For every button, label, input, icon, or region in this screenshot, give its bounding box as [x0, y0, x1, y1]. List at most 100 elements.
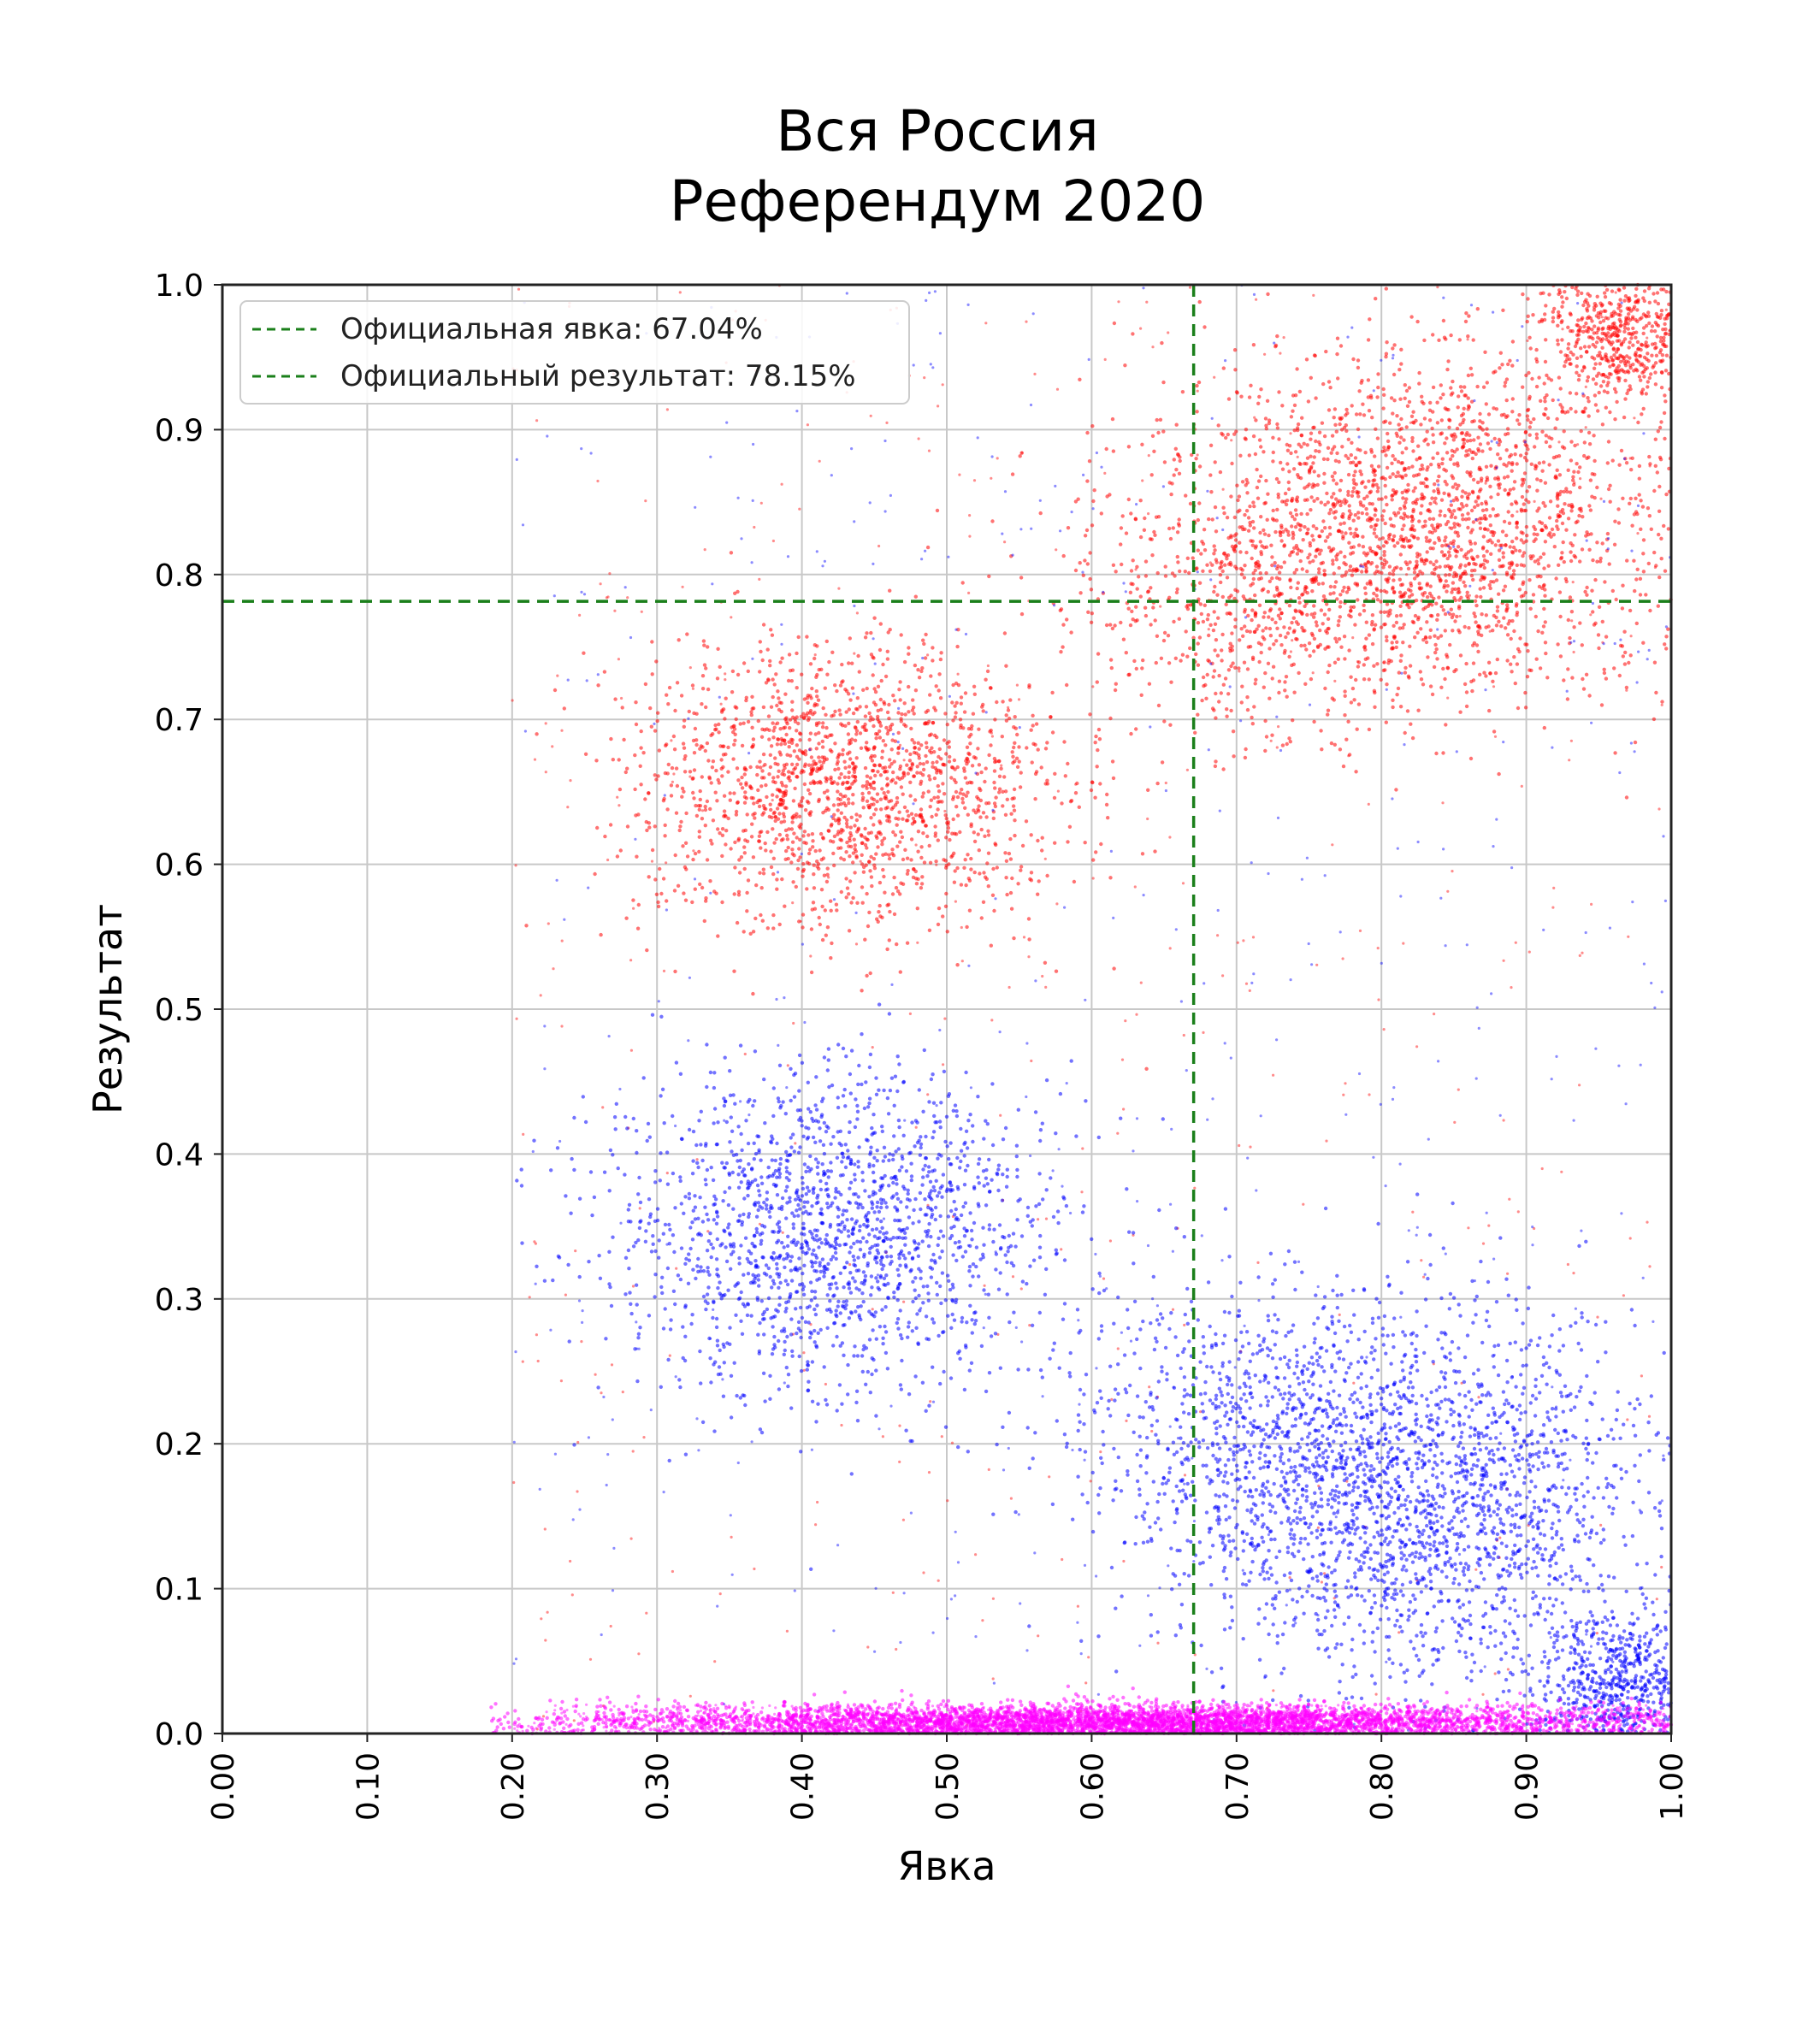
scatter-point — [931, 721, 936, 725]
scatter-point — [992, 801, 997, 806]
scatter-point — [1094, 850, 1098, 854]
scatter-point — [1219, 691, 1224, 695]
scatter-point — [910, 738, 914, 742]
scatter-point — [1525, 444, 1529, 448]
scatter-point — [1646, 380, 1651, 384]
scatter-point — [1347, 509, 1352, 513]
scatter-point — [1630, 523, 1634, 528]
scatter-point — [1466, 373, 1471, 378]
scatter-point — [1458, 507, 1462, 511]
scatter-point — [1253, 546, 1258, 550]
scatter-point — [1486, 528, 1490, 532]
scatter-point — [875, 792, 880, 796]
scatter-point — [1327, 380, 1332, 384]
scatter-point — [1507, 454, 1512, 459]
scatter-point — [1315, 644, 1321, 648]
scatter-point — [849, 815, 854, 819]
scatter-point — [1376, 385, 1380, 390]
scatter-point — [1268, 696, 1272, 700]
scatter-point — [921, 773, 925, 777]
scatter-point — [1634, 358, 1640, 363]
scatter-point — [1444, 543, 1448, 547]
scatter-point — [1618, 359, 1623, 364]
scatter-point — [1252, 705, 1256, 709]
scatter-point — [1425, 583, 1429, 588]
scatter-point — [810, 686, 814, 691]
scatter-point — [897, 688, 901, 692]
scatter-point — [1234, 566, 1239, 570]
scatter-point — [1305, 612, 1309, 617]
scatter-point — [1308, 543, 1313, 548]
scatter-point — [700, 775, 704, 779]
scatter-point — [829, 908, 833, 913]
scatter-point — [1429, 463, 1433, 467]
scatter-point — [775, 806, 780, 811]
scatter-point — [1421, 401, 1426, 405]
scatter-point — [1613, 519, 1617, 523]
scatter-point — [861, 870, 866, 874]
scatter-point — [769, 849, 773, 854]
scatter-point — [1229, 563, 1233, 567]
scatter-point — [1538, 666, 1543, 670]
scatter-point — [1411, 509, 1415, 514]
scatter-point — [740, 775, 744, 780]
scatter-point — [1476, 623, 1480, 629]
scatter-point — [647, 875, 651, 879]
scatter-point — [891, 770, 895, 775]
scatter-point — [1319, 729, 1323, 733]
scatter-point — [867, 910, 872, 915]
scatter-point — [1569, 550, 1573, 554]
scatter-point — [667, 685, 672, 690]
scatter-point — [709, 733, 713, 737]
scatter-point — [1475, 480, 1480, 485]
scatter-point — [1604, 358, 1609, 363]
scatter-point — [1001, 700, 1005, 704]
scatter-point — [847, 741, 852, 746]
scatter-point — [1076, 497, 1080, 501]
scatter-point — [852, 780, 856, 784]
scatter-point — [1317, 449, 1321, 454]
scatter-point — [1096, 652, 1101, 656]
scatter-point — [1226, 668, 1232, 672]
scatter-point — [673, 853, 677, 858]
scatter-point — [801, 834, 806, 838]
scatter-point — [1403, 500, 1408, 505]
scatter-point — [745, 909, 749, 913]
scatter-point — [1172, 458, 1177, 462]
scatter-point — [1277, 591, 1282, 595]
scatter-point — [1120, 562, 1124, 567]
scatter-point — [884, 725, 889, 730]
scatter-point — [885, 731, 890, 736]
scatter-point — [831, 713, 836, 718]
scatter-point — [1246, 516, 1251, 520]
scatter-point — [814, 747, 818, 751]
scatter-point — [1111, 776, 1116, 781]
scatter-point — [1275, 334, 1279, 339]
scatter-point — [912, 741, 917, 745]
scatter-point — [802, 830, 807, 834]
scatter-point — [801, 795, 805, 800]
scatter-point — [944, 891, 948, 896]
scatter-point — [1290, 524, 1294, 529]
scatter-point — [797, 802, 801, 806]
scatter-point — [1539, 555, 1543, 559]
scatter-point — [1329, 741, 1334, 746]
scatter-point — [1465, 439, 1470, 443]
scatter-point — [1241, 634, 1245, 638]
scatter-point — [1576, 470, 1581, 475]
scatter-point — [1588, 478, 1593, 482]
scatter-point — [1326, 500, 1331, 505]
scatter-point — [1641, 406, 1646, 411]
scatter-point — [742, 794, 748, 799]
scatter-point — [883, 743, 888, 747]
scatter-point — [1093, 741, 1097, 745]
scatter-point — [885, 777, 889, 781]
scatter-point — [1229, 535, 1233, 540]
scatter-point — [1180, 390, 1185, 394]
scatter-point — [1534, 657, 1539, 661]
scatter-point — [922, 641, 926, 647]
scatter-point — [1321, 381, 1326, 387]
scatter-point — [795, 812, 799, 816]
scatter-point — [790, 816, 795, 820]
scatter-point — [731, 730, 736, 735]
